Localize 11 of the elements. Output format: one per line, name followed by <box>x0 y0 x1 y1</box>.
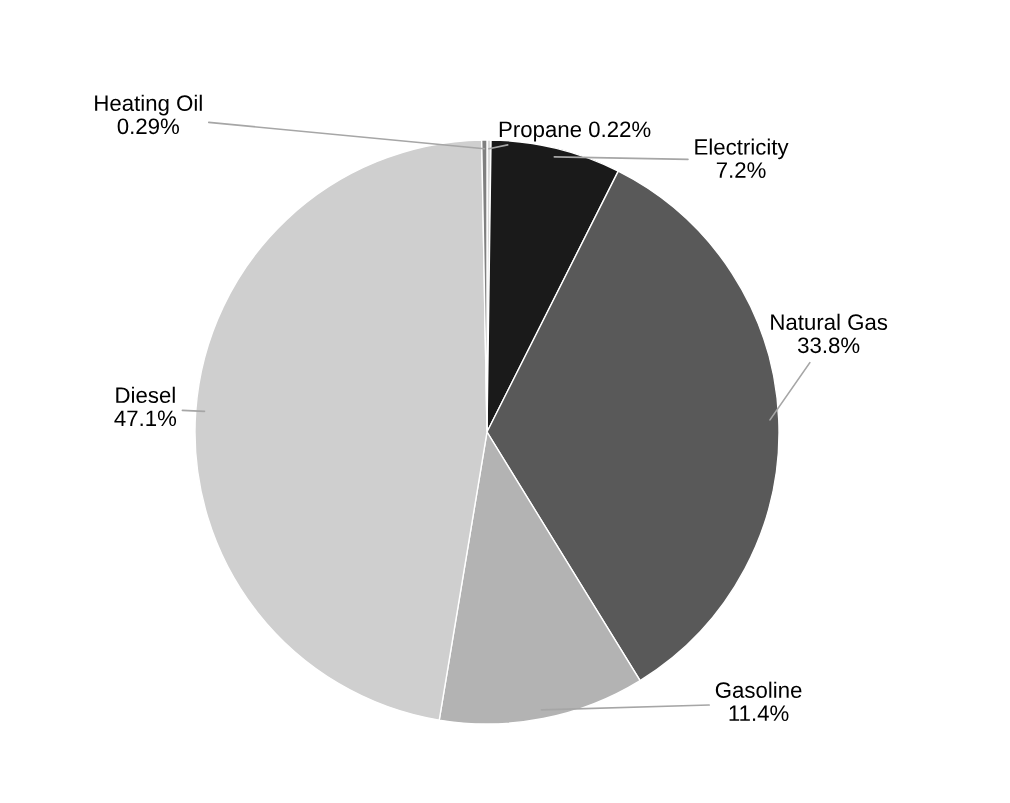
slice-label: Gasoline <box>715 681 802 698</box>
data-label: 7.2% <box>716 162 766 178</box>
slice-label: Electricity <box>695 138 789 160</box>
data-label: 33.8% <box>797 337 860 354</box>
slice-label: Heating Oil <box>95 94 202 116</box>
slice-label: Natural Gas <box>771 313 888 331</box>
slice-label: Propane 0.22% <box>499 121 651 142</box>
data-label: 47.1% <box>114 410 177 427</box>
slice-label: Diesel <box>116 386 175 404</box>
data-label: 0.29% <box>117 118 179 135</box>
data-label: 11.4% <box>729 705 789 721</box>
